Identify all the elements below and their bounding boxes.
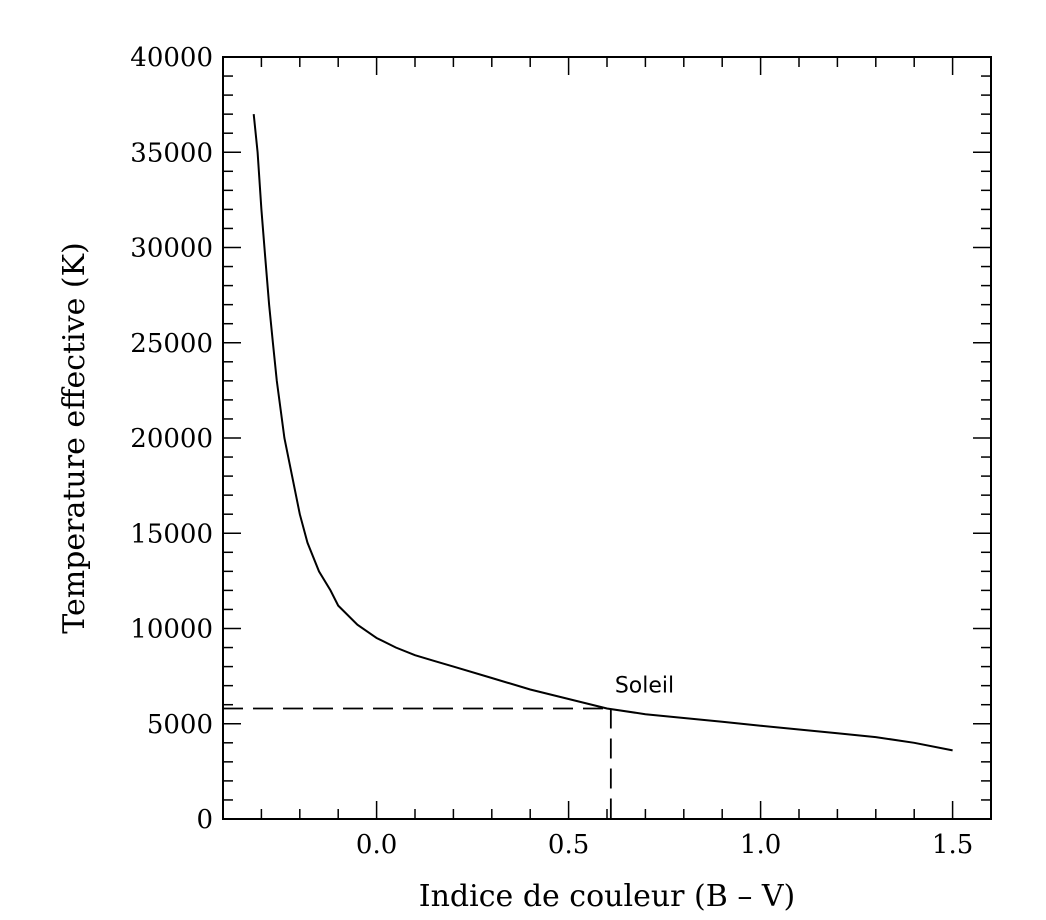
annotation-label: Soleil	[615, 674, 674, 699]
y-tick-label: 35000	[130, 138, 213, 168]
major-ticks	[223, 57, 991, 819]
minor-ticks	[223, 57, 991, 819]
x-tick-label: 1.5	[932, 830, 973, 860]
series-layer	[252, 113, 953, 752]
x-tick-label: 1.0	[740, 830, 781, 860]
y-tick-label: 0	[196, 805, 213, 835]
y-tick-label: 40000	[130, 43, 213, 73]
annotations: Soleil	[615, 674, 674, 699]
plot-frame	[222, 56, 992, 820]
x-tick-label: 0.5	[548, 830, 589, 860]
x-axis-title: Indice de couleur (B – V)	[419, 879, 795, 914]
y-axis-title: Temperature effective (K)	[57, 242, 92, 633]
y-tick-labels: 0 5000 10000 15000 20000 25000 30000 35000 40000	[130, 43, 213, 835]
reference-lines	[223, 707, 612, 819]
series-line	[252, 113, 953, 752]
y-tick-label: 25000	[130, 329, 213, 359]
y-tick-label: 20000	[130, 424, 213, 454]
x-tick-labels: 0.0 0.5 1.0 1.5	[356, 830, 973, 860]
y-tick-label: 10000	[130, 615, 213, 645]
x-tick-label: 0.0	[356, 830, 397, 860]
y-tick-label: 30000	[130, 234, 213, 264]
y-tick-label: 5000	[147, 710, 213, 740]
y-tick-label: 15000	[130, 519, 213, 549]
